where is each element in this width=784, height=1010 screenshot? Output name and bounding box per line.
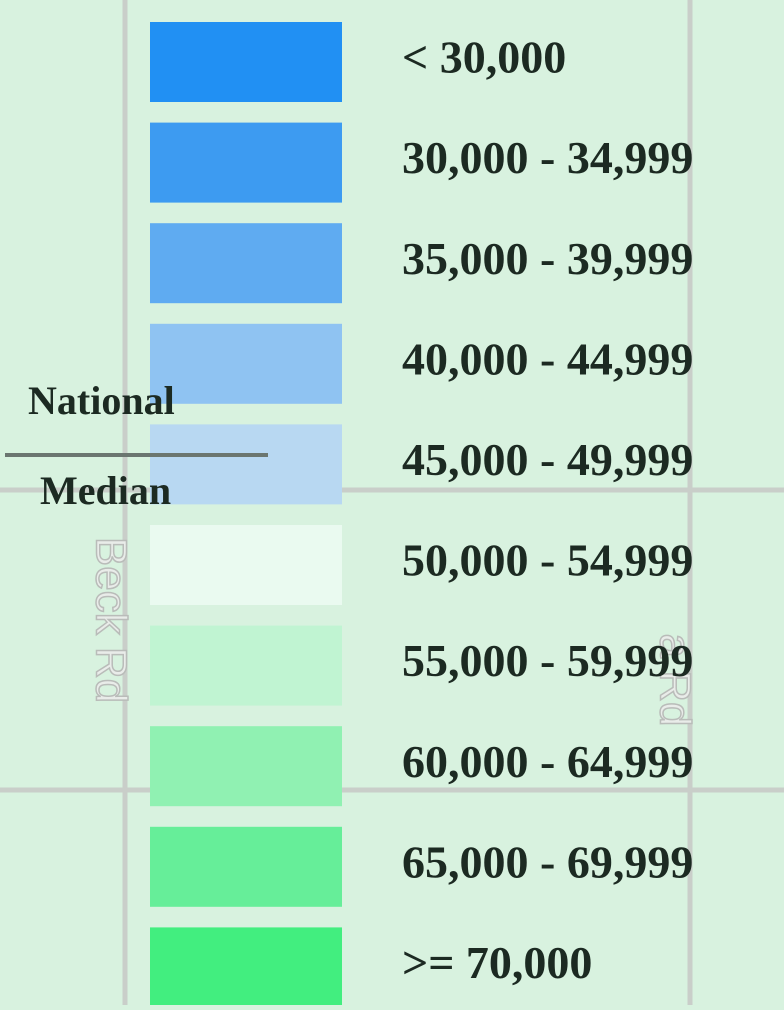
road-label: Beck Rd bbox=[86, 537, 135, 703]
legend-swatch bbox=[150, 927, 342, 1008]
legend-label: 35,000 - 39,999 bbox=[402, 233, 693, 284]
median-bottom: Median bbox=[40, 468, 171, 513]
road-label: a Rd bbox=[650, 634, 699, 727]
median-top: National bbox=[28, 378, 175, 423]
legend-label: 45,000 - 49,999 bbox=[402, 434, 693, 485]
legend-label: >= 70,000 bbox=[402, 937, 592, 988]
legend-swatch bbox=[150, 122, 342, 203]
legend-swatch bbox=[150, 625, 342, 706]
legend-label: 40,000 - 44,999 bbox=[402, 333, 693, 384]
legend-items: < 30,000 30,000 - 34,999 35,000 - 39,999 40… bbox=[150, 22, 693, 1008]
legend-swatch bbox=[150, 525, 342, 605]
legend-label: 50,000 - 54,999 bbox=[402, 535, 693, 586]
legend-swatch bbox=[150, 223, 342, 304]
legend-swatch bbox=[150, 424, 342, 505]
legend-swatch bbox=[150, 22, 342, 102]
legend-label: 60,000 - 64,999 bbox=[402, 736, 693, 787]
legend-label: < 30,000 bbox=[402, 32, 566, 83]
legend-label: 30,000 - 34,999 bbox=[402, 132, 693, 183]
legend-swatch bbox=[150, 826, 342, 907]
legend-label: 65,000 - 69,999 bbox=[402, 836, 693, 887]
legend-swatch bbox=[150, 323, 342, 404]
legend-label: 55,000 - 59,999 bbox=[402, 635, 693, 686]
legend-swatch bbox=[150, 726, 342, 807]
